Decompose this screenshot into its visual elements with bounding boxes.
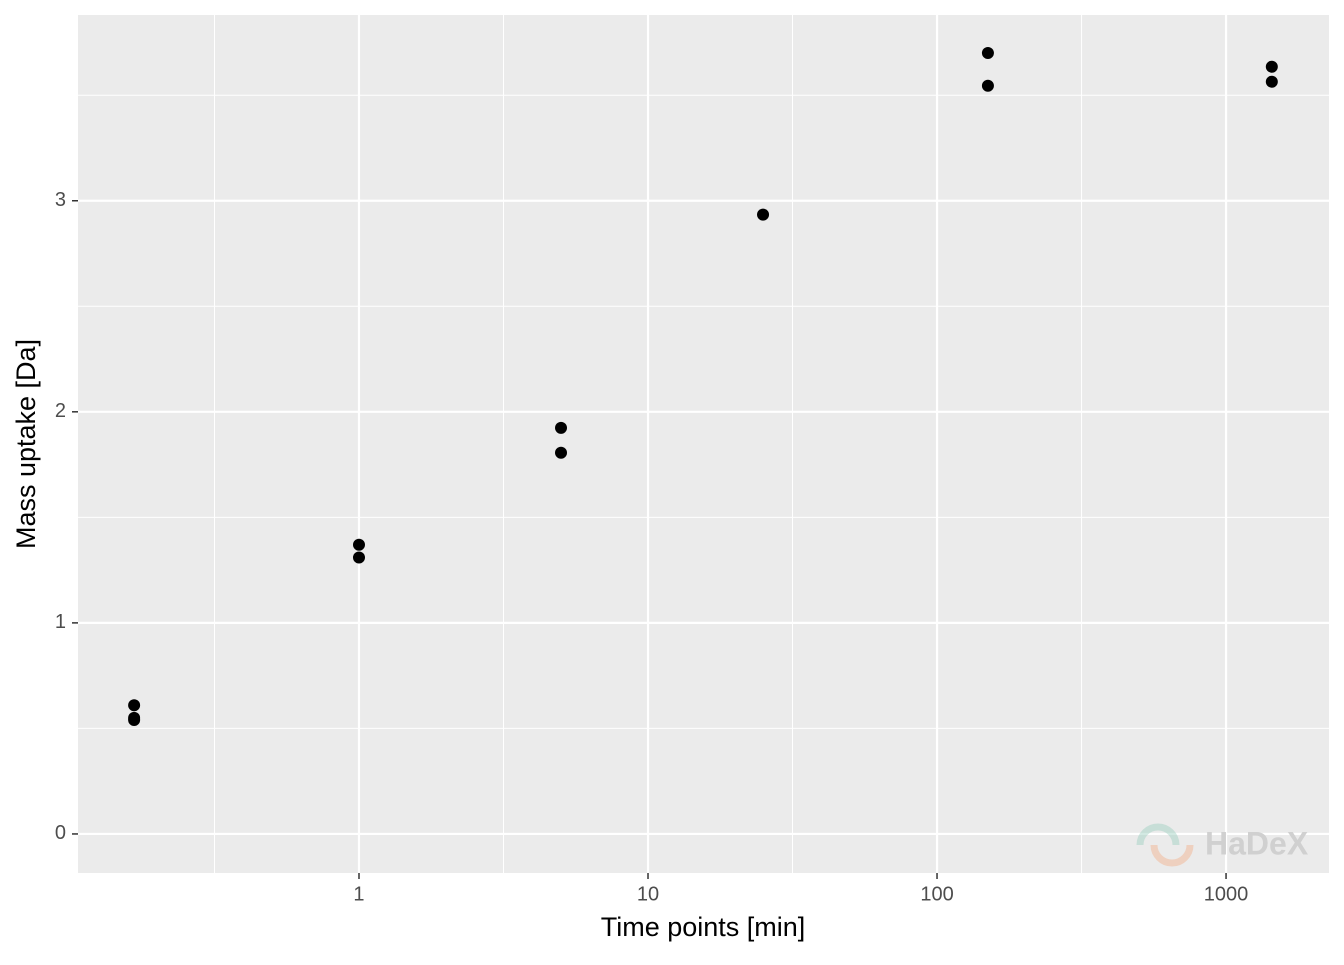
y-tick-label: 1 (55, 611, 66, 633)
marks (128, 46, 1278, 726)
x-tick-label: 10 (637, 883, 659, 905)
panel (78, 15, 1329, 873)
point (555, 421, 568, 434)
point (981, 79, 994, 92)
point (128, 699, 141, 712)
x-tick-label: 1000 (1204, 883, 1249, 905)
x-tick-label: 100 (920, 883, 953, 905)
watermark: HaDeX (1205, 825, 1309, 861)
watermark-logo (1136, 823, 1194, 867)
x-tick-label: 1 (353, 883, 364, 905)
x-axis-title: Time points [min] (601, 912, 806, 942)
point (981, 46, 994, 59)
grid (78, 15, 1329, 873)
point (1265, 60, 1278, 73)
y-tick-label: 3 (55, 189, 66, 211)
point (352, 551, 365, 564)
point (555, 446, 568, 459)
y-axis-title: Mass uptake [Da] (11, 339, 41, 549)
point (128, 713, 141, 726)
point (1265, 75, 1278, 88)
y-tick-label: 2 (55, 400, 66, 422)
point (757, 208, 770, 221)
y-tick-label: 0 (55, 822, 66, 844)
point (352, 538, 365, 551)
